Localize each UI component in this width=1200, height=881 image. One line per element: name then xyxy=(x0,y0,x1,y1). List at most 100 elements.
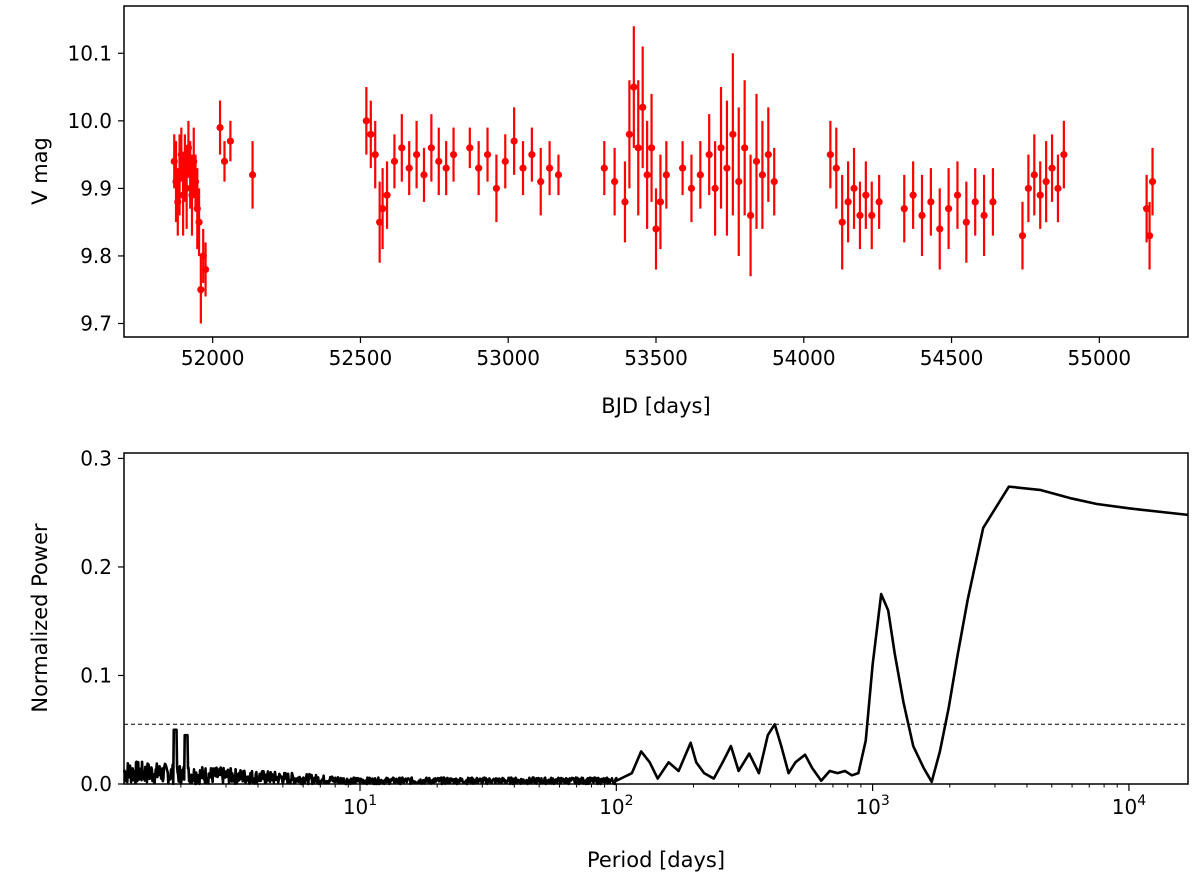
data-point xyxy=(621,198,628,205)
light-curve-panel: 52000 52500 53000 53500 54000 54500 55000 9.79… xyxy=(28,6,1188,418)
data-point xyxy=(406,165,413,172)
data-point xyxy=(652,225,659,232)
data-point xyxy=(635,144,642,151)
data-point xyxy=(735,178,742,185)
data-point xyxy=(954,192,961,199)
data-point xyxy=(428,144,435,151)
data-point xyxy=(759,171,766,178)
x-tick-label: 54500 xyxy=(920,346,984,370)
light-curve-x-ticks: 52000 52500 53000 53500 54000 54500 55000 xyxy=(181,337,1131,370)
periodogram-data xyxy=(124,487,1188,784)
data-point xyxy=(1025,185,1032,192)
data-point xyxy=(972,198,979,205)
data-point xyxy=(833,165,840,172)
data-point xyxy=(367,131,374,138)
data-point xyxy=(723,165,730,172)
data-point xyxy=(601,165,608,172)
data-point xyxy=(626,131,633,138)
y-tick-label: 0.2 xyxy=(80,555,112,579)
data-point xyxy=(901,205,908,212)
x-tick-label: 55000 xyxy=(1068,346,1132,370)
periodogram-y-axis-label: Normalized Power xyxy=(28,523,52,713)
data-point xyxy=(363,117,370,124)
data-point xyxy=(195,219,202,226)
data-point xyxy=(827,151,834,158)
data-point xyxy=(927,198,934,205)
x-tick-label: 54000 xyxy=(772,346,836,370)
data-point xyxy=(555,171,562,178)
data-point xyxy=(679,165,686,172)
data-point xyxy=(765,151,772,158)
x-tick-label: 53000 xyxy=(476,346,540,370)
data-point xyxy=(611,178,618,185)
y-tick-label: 0.3 xyxy=(80,446,112,470)
data-point xyxy=(697,171,704,178)
data-point xyxy=(850,185,857,192)
data-point xyxy=(630,83,637,90)
light-curve-x-axis-label: BJD [days] xyxy=(601,394,710,418)
data-point xyxy=(450,151,457,158)
x-tick-label: 53500 xyxy=(624,346,688,370)
y-tick-label: 10.1 xyxy=(67,41,112,65)
data-point xyxy=(771,178,778,185)
light-curve-data xyxy=(171,26,1156,323)
x-tick-label: 101 xyxy=(343,793,377,819)
x-tick-label: 102 xyxy=(599,793,633,819)
data-point xyxy=(443,165,450,172)
data-point xyxy=(546,165,553,172)
data-point xyxy=(537,178,544,185)
data-point xyxy=(511,138,518,145)
periodogram-panel: 101 102 103 104 0.00.10.20.3 Period [days] … xyxy=(28,446,1188,872)
data-point xyxy=(1031,171,1038,178)
data-point xyxy=(747,212,754,219)
data-point xyxy=(249,171,256,178)
data-point xyxy=(839,219,846,226)
data-point xyxy=(493,185,500,192)
data-point xyxy=(1043,178,1050,185)
data-point xyxy=(936,225,943,232)
data-point xyxy=(862,192,869,199)
data-point xyxy=(918,212,925,219)
data-point xyxy=(202,266,209,273)
data-point xyxy=(910,192,917,199)
y-tick-label: 0.1 xyxy=(80,663,112,687)
x-tick-label: 52500 xyxy=(329,346,393,370)
data-point xyxy=(876,198,883,205)
y-tick-label: 9.9 xyxy=(80,176,112,200)
y-tick-label: 0.0 xyxy=(80,772,112,796)
data-point xyxy=(1037,192,1044,199)
periodogram-frame xyxy=(124,453,1188,784)
data-point xyxy=(197,286,204,293)
data-point xyxy=(663,171,670,178)
data-point xyxy=(945,205,952,212)
data-point xyxy=(398,144,405,151)
data-point xyxy=(648,144,655,151)
x-tick-label: 104 xyxy=(1112,793,1146,819)
data-point xyxy=(502,158,509,165)
data-point xyxy=(712,185,719,192)
data-point xyxy=(741,144,748,151)
data-point xyxy=(868,212,875,219)
data-point xyxy=(657,198,664,205)
data-point xyxy=(435,158,442,165)
data-point xyxy=(989,198,996,205)
data-point xyxy=(688,185,695,192)
data-point xyxy=(413,151,420,158)
data-point xyxy=(706,151,713,158)
data-point xyxy=(519,165,526,172)
data-point xyxy=(1054,185,1061,192)
data-point xyxy=(980,212,987,219)
light-curve-y-ticks: 9.7 9.8 9.9 10.0 10.1 xyxy=(67,41,124,335)
data-point xyxy=(729,131,736,138)
data-point xyxy=(466,144,473,151)
data-point xyxy=(1146,232,1153,239)
power-spectrum-line xyxy=(124,487,1188,784)
data-point xyxy=(383,192,390,199)
light-curve-y-axis-label: V mag xyxy=(28,137,52,205)
data-point xyxy=(372,151,379,158)
data-point xyxy=(644,171,651,178)
data-point xyxy=(856,212,863,219)
data-point xyxy=(221,158,228,165)
data-point xyxy=(1048,165,1055,172)
periodogram-x-ticks: 101 102 103 104 xyxy=(181,784,1146,819)
